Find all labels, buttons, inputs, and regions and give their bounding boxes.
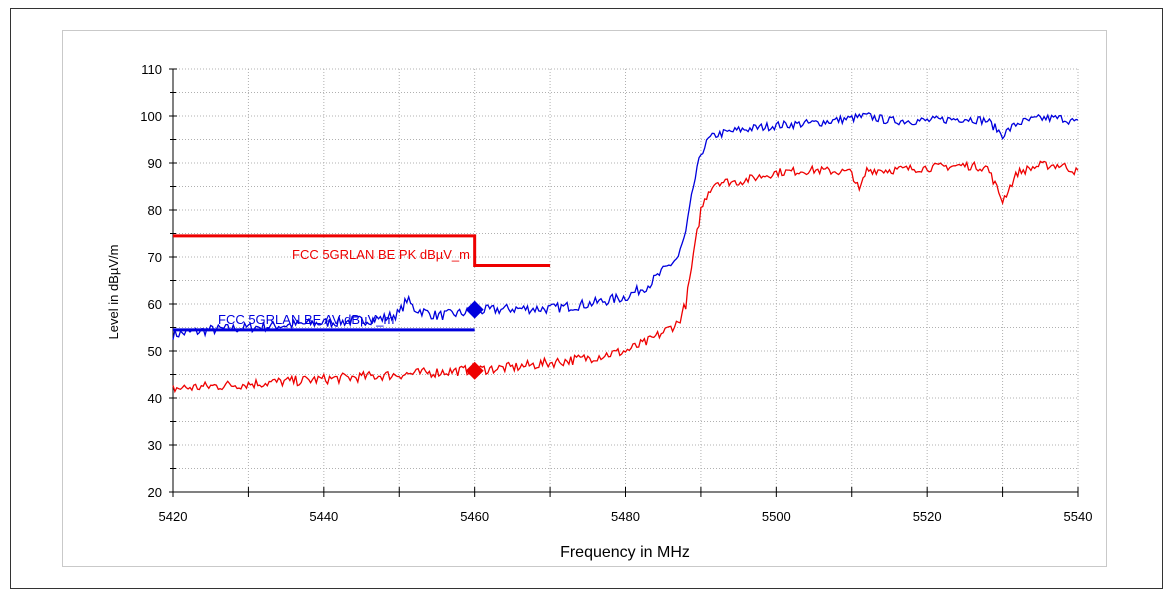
limit-lines [173, 234, 551, 332]
chart-panel [62, 30, 1107, 567]
marker-diamond-0 [465, 300, 484, 319]
x-tick-label: 5500 [762, 509, 791, 524]
grid [173, 68, 1079, 492]
y-tick-label: 80 [148, 203, 162, 218]
x-tick-label: 5520 [913, 509, 942, 524]
limit-line-0 [173, 234, 551, 267]
y-tick-label: 50 [148, 344, 162, 359]
ticks: 5420 5440 5460 5480 5500 5520 5540 20 30 40 50 60 70… [140, 62, 1092, 524]
limit-label-average: FCC 5GRLAN BE AV dBµV_m [218, 312, 394, 327]
y-tick-label: 110 [141, 62, 162, 77]
limit-label-peak: FCC 5GRLAN BE PK dBµV_m [292, 247, 470, 262]
marker-diamond-1 [465, 361, 484, 380]
x-axis-title: Frequency in MHz [560, 544, 690, 561]
y-tick-label: 40 [148, 391, 162, 406]
y-tick-label: 100 [140, 109, 162, 124]
x-tick-label: 5440 [309, 509, 338, 524]
x-tick-label: 5460 [460, 509, 489, 524]
x-tick-label: 5540 [1064, 509, 1093, 524]
y-tick-label: 90 [148, 156, 162, 171]
x-tick-label: 5480 [611, 509, 640, 524]
y-tick-label: 20 [148, 485, 162, 500]
markers [465, 300, 484, 380]
series [172, 112, 1079, 394]
y-tick-label: 60 [148, 297, 162, 312]
y-tick-label: 30 [148, 438, 162, 453]
x-tick-label: 5420 [159, 509, 188, 524]
y-tick-label: 70 [148, 250, 162, 265]
y-axis-title: Level in dBµV/m [106, 245, 121, 340]
series-line-0 [172, 112, 1079, 340]
series-line-1 [172, 160, 1079, 394]
limit-labels: FCC 5GRLAN BE PK dBµV_m FCC 5GRLAN BE AV… [218, 247, 470, 327]
